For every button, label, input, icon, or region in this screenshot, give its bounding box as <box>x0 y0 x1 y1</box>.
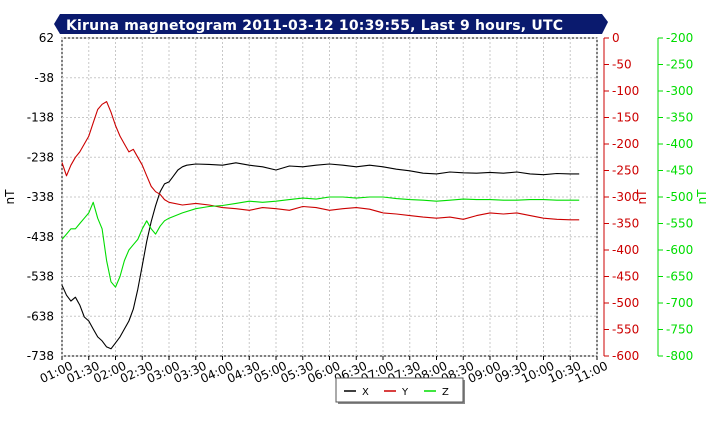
title-banner-shape <box>54 14 608 34</box>
left-tick-label: 62 <box>39 31 54 45</box>
left-tick-label: -38 <box>34 71 54 85</box>
legend-label-y: Y <box>401 387 409 398</box>
legend-label-x: X <box>362 387 369 398</box>
series-line-z <box>61 196 580 288</box>
left-tick-label: -438 <box>27 230 54 244</box>
series-layer <box>61 101 580 350</box>
right2-tick-label: -550 <box>666 217 693 231</box>
right2-tick-label: -600 <box>666 243 693 257</box>
left-axis-unit: nT <box>3 189 17 205</box>
legend: X Y Z <box>335 377 465 404</box>
legend-label-z: Z <box>442 387 449 398</box>
right1-tick-label: -600 <box>612 349 639 363</box>
left-tick-label: -538 <box>27 270 54 284</box>
left-tick-label: -238 <box>27 150 54 164</box>
right2-tick-label: -200 <box>666 31 693 45</box>
series-line-x <box>61 162 580 350</box>
left-tick-label: -738 <box>27 349 54 363</box>
right2-axis-unit: nT <box>695 189 709 205</box>
right2-tick-label: -250 <box>666 58 693 72</box>
right1-tick-label: -50 <box>612 58 632 72</box>
right1-tick-label: -100 <box>612 84 639 98</box>
right1-tick-label: -450 <box>612 270 639 284</box>
chart-title: Kiruna magnetogram 2011-03-12 10:39:55, … <box>66 18 563 34</box>
left-tick-label: -338 <box>27 190 54 204</box>
right1-tick-label: -200 <box>612 137 639 151</box>
right2-tick-label: -700 <box>666 296 693 310</box>
left-tick-label: -638 <box>27 309 54 323</box>
right1-axis-unit: nT <box>635 189 649 205</box>
right2-tick-label: -650 <box>666 270 693 284</box>
right1-tick-label: -300 <box>612 190 639 204</box>
left-tick-label: -138 <box>27 111 54 125</box>
right2-tick-label: -350 <box>666 111 693 125</box>
legend-items: X Y Z <box>344 387 449 398</box>
right1-tick-label: 0 <box>612 31 620 45</box>
right2-tick-label: -800 <box>666 349 693 363</box>
right2-tick-label: -300 <box>666 84 693 98</box>
right2-tick-label: -500 <box>666 190 693 204</box>
right2-tick-label: -450 <box>666 164 693 178</box>
right1-tick-label: -500 <box>612 296 639 310</box>
right1-tick-label: -150 <box>612 111 639 125</box>
right2-tick-label: -400 <box>666 137 693 151</box>
right1-tick-label: -250 <box>612 164 639 178</box>
right1-tick-label: -550 <box>612 323 639 337</box>
right2-tick-label: -750 <box>666 323 693 337</box>
axes-layer: 62-38-138-238-338-438-538-638-73801:0001… <box>27 31 693 386</box>
legend-box <box>335 377 464 403</box>
right1-tick-label: -350 <box>612 217 639 231</box>
right1-tick-label: -400 <box>612 243 639 257</box>
title-banner: Kiruna magnetogram 2011-03-12 10:39:55, … <box>54 14 608 34</box>
grid-layer <box>61 37 598 357</box>
